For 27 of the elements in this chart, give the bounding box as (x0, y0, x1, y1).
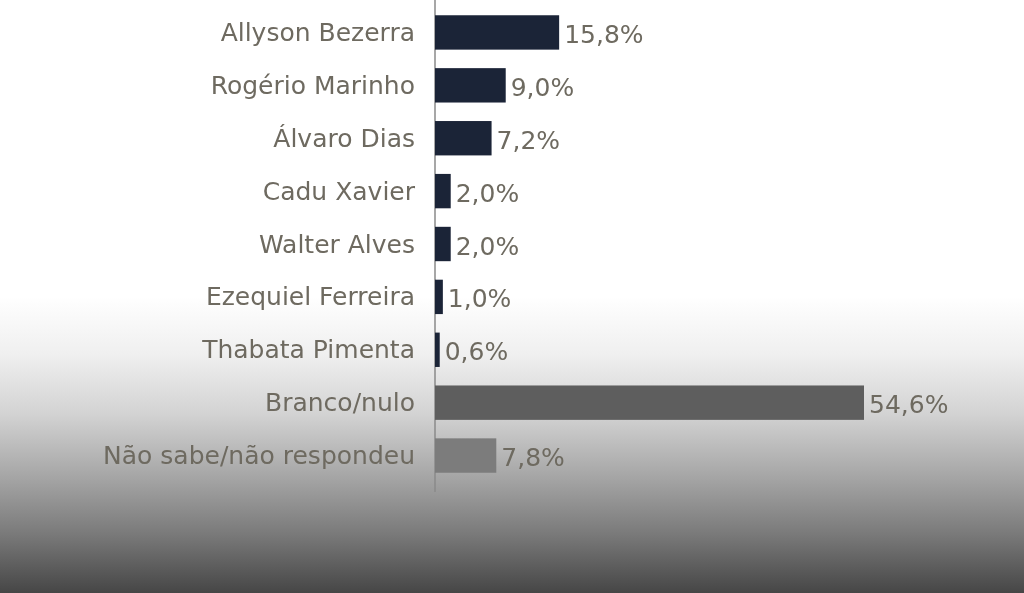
bar (435, 68, 506, 103)
data-label: 7,2% (496, 125, 561, 155)
bar (435, 332, 440, 367)
data-label: 7,8% (501, 443, 565, 473)
bar (435, 279, 443, 315)
data-label: 2,0% (455, 178, 520, 208)
y-tick-label: Rogério Marinho (210, 70, 415, 100)
data-label: 54,6% (869, 390, 949, 420)
y-tick-label: Não sabe/não respondeu (103, 441, 415, 471)
data-label: 9,0% (510, 72, 575, 102)
data-label: 1,0% (447, 284, 512, 314)
data-label: 2,0% (455, 231, 520, 261)
y-tick-label: Allyson Bezerra (220, 17, 415, 47)
data-label: 0,6% (444, 337, 509, 367)
y-tick-label: Walter Alves (258, 229, 415, 259)
y-tick-label: Cadu Xavier (262, 176, 416, 206)
bar (435, 226, 451, 262)
y-tick-label: Thabata Pimenta (201, 335, 415, 365)
y-tick-label: Ezequiel Ferreira (205, 282, 415, 312)
bar (435, 173, 451, 209)
bar (435, 385, 864, 420)
y-tick-label: Álvaro Dias (273, 123, 415, 153)
y-tick-label: Branco/nulo (265, 388, 415, 418)
bar (435, 438, 497, 473)
bar (435, 15, 560, 50)
bar (435, 121, 492, 156)
data-label: 15,8% (564, 19, 644, 49)
